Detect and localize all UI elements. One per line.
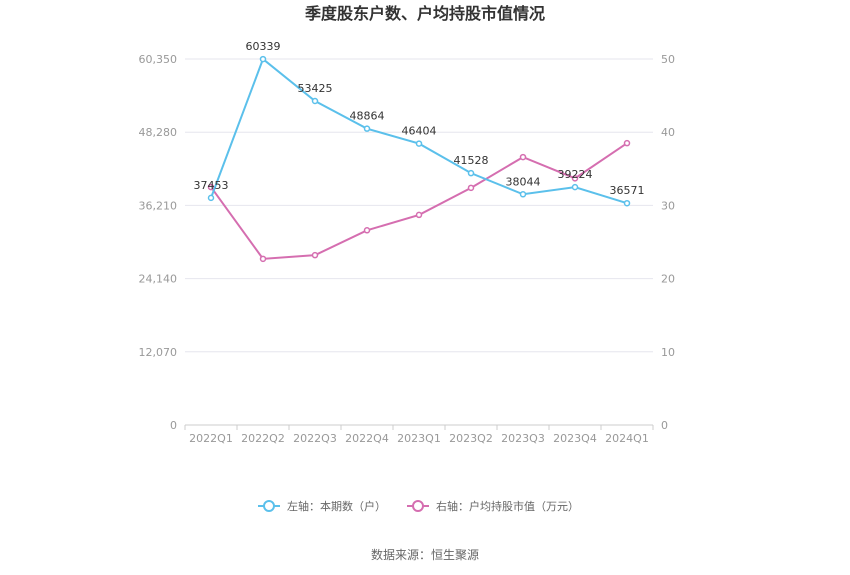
x-axis-tick-label: 2023Q4: [553, 432, 597, 445]
right-axis-tick: 0: [661, 419, 668, 432]
x-axis-tick-label: 2022Q3: [293, 432, 337, 445]
legend-item[interactable]: 右轴：户均持股市值（万元）: [407, 499, 579, 513]
left-axis-tick: 12,070: [139, 346, 178, 359]
series-line: [210, 142, 628, 260]
series-point: [623, 139, 631, 147]
series-point: [207, 183, 215, 191]
x-axis-tick-label: 2022Q2: [241, 432, 285, 445]
series-point: [363, 227, 371, 234]
left-axis-tick: 48,280: [139, 126, 178, 139]
series-point: [467, 169, 475, 177]
axes: 0 0 12,070 10 24,140 20 36,210 30 48,280 40 60,350…: [139, 53, 676, 445]
right-axis-tick: 50: [661, 53, 675, 66]
x-axis-tick-label: 2023Q1: [397, 432, 441, 445]
series-point: [571, 183, 579, 191]
legend-label: 左轴：本期数（户）: [287, 499, 386, 513]
data-label: 37453: [194, 179, 229, 192]
data-label: 39224: [558, 168, 593, 181]
x-axis-tick-label: 2023Q3: [501, 432, 545, 445]
right-axis-tick: 20: [661, 273, 675, 286]
left-axis-tick: 60,350: [139, 53, 178, 66]
series-point: [519, 191, 527, 198]
series-point: [519, 153, 527, 161]
data-label: 46404: [402, 125, 437, 138]
data-label: 41528: [454, 154, 489, 167]
right-axis-tick: 40: [661, 126, 675, 139]
series: [207, 55, 631, 263]
data-labels: 37453 60339 53425 48864 46404 41528 38044 39224…: [194, 40, 645, 197]
chart-title: 季度股东户数、户均持股市值情况: [304, 4, 545, 23]
series-point: [415, 140, 423, 147]
left-axis-tick: 36,210: [139, 199, 178, 212]
series-point: [259, 255, 267, 263]
x-axis-tick-label: 2023Q2: [449, 432, 493, 445]
data-label: 38044: [506, 175, 541, 188]
grid: [185, 58, 653, 353]
x-axis-tick-label: 2022Q4: [345, 432, 389, 445]
series-point: [311, 251, 319, 259]
data-label: 36571: [610, 184, 645, 197]
right-axis-tick: 10: [661, 346, 675, 359]
right-axis-tick: 30: [661, 199, 675, 212]
data-label: 60339: [246, 40, 281, 53]
x-axis-tick-label: 2022Q1: [189, 432, 233, 445]
series-point: [207, 194, 215, 202]
series-point: [571, 175, 579, 182]
legend-swatch-marker: [412, 500, 424, 512]
series-point: [363, 125, 371, 132]
series-point: [623, 199, 631, 207]
series-point: [259, 55, 267, 63]
left-axis-tick: 0: [170, 419, 177, 432]
legend-swatch-marker: [263, 500, 275, 512]
legend-item[interactable]: 左轴：本期数（户）: [258, 499, 386, 513]
legend-label: 右轴：户均持股市值（万元）: [436, 499, 579, 513]
series-point: [467, 184, 475, 192]
source-note: 数据来源：恒生聚源: [371, 547, 479, 562]
data-label: 53425: [298, 82, 333, 95]
series-point: [311, 97, 319, 105]
data-label: 48864: [350, 110, 385, 123]
left-axis-tick: 24,140: [139, 273, 178, 286]
series-point: [415, 211, 423, 219]
x-axis-tick-label: 2024Q1: [605, 432, 649, 445]
legend[interactable]: 左轴：本期数（户） 右轴：户均持股市值（万元）: [258, 499, 579, 513]
